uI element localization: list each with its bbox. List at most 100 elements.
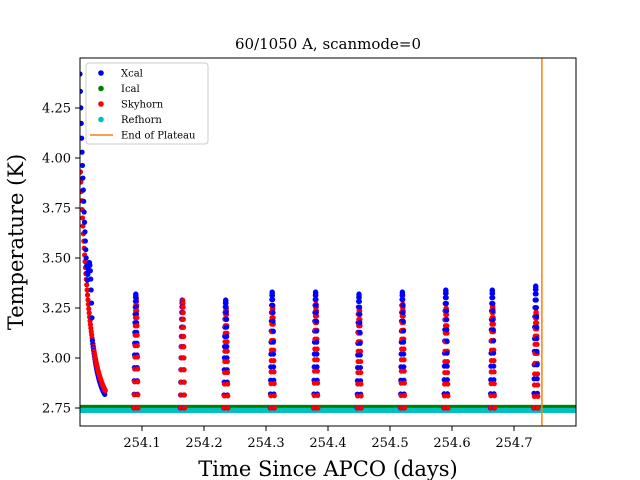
xcal-point bbox=[89, 315, 95, 321]
xcal-point bbox=[83, 247, 89, 253]
xcal-point bbox=[444, 338, 450, 344]
xcal-point bbox=[400, 328, 407, 334]
skyhorn-point bbox=[271, 405, 278, 411]
y-tick-label: 3.00 bbox=[42, 352, 71, 367]
xcal-point bbox=[401, 364, 407, 370]
skyhorn-point bbox=[224, 348, 230, 354]
xcal-point bbox=[80, 187, 86, 193]
xcal-point bbox=[224, 344, 230, 350]
xcal-point bbox=[400, 296, 406, 303]
xcal-point bbox=[80, 120, 84, 126]
skyhorn-point bbox=[271, 358, 277, 364]
xcal-point bbox=[444, 363, 450, 369]
xcal-point bbox=[270, 328, 276, 334]
xcal-point bbox=[270, 351, 277, 357]
xcal-point bbox=[490, 308, 496, 314]
xcal-point bbox=[314, 351, 320, 357]
x-tick-label: 254.6 bbox=[433, 436, 470, 451]
xcal-point bbox=[223, 316, 230, 322]
xcal-point bbox=[400, 318, 406, 324]
skyhorn-point bbox=[181, 405, 188, 411]
skyhorn-point bbox=[224, 369, 231, 376]
skyhorn-point bbox=[358, 381, 364, 387]
plot-area bbox=[80, 58, 576, 426]
skyhorn-point bbox=[134, 323, 140, 329]
skyhorn-point bbox=[180, 304, 186, 310]
skyhorn-point bbox=[180, 316, 186, 322]
xcal-point bbox=[80, 135, 85, 141]
skyhorn-point bbox=[401, 346, 407, 352]
skyhorn-point bbox=[358, 393, 364, 399]
xcal-point bbox=[314, 364, 320, 370]
xcal-point bbox=[401, 351, 407, 357]
skyhorn-point bbox=[445, 393, 451, 399]
xcal-point bbox=[270, 309, 276, 316]
skyhorn-point bbox=[180, 300, 186, 306]
xcal-point bbox=[223, 324, 230, 330]
skyhorn-point bbox=[444, 358, 451, 365]
skyhorn-point bbox=[225, 393, 231, 399]
skyhorn-point bbox=[224, 339, 230, 345]
skyhorn-point bbox=[534, 371, 541, 377]
xcal-point bbox=[82, 229, 88, 235]
xcal-point bbox=[443, 290, 449, 297]
skyhorn-point bbox=[181, 367, 187, 373]
xcal-point bbox=[357, 364, 364, 371]
legend-marker bbox=[98, 85, 104, 92]
legend: Xcal Ical Skyhorn Refhorn End of Plateau bbox=[85, 62, 209, 145]
xcal-point bbox=[490, 350, 497, 356]
xcal-point bbox=[270, 302, 276, 308]
x-tick-label: 254.5 bbox=[371, 436, 408, 451]
skyhorn-point bbox=[402, 405, 408, 411]
skyhorn-point bbox=[181, 379, 187, 385]
xcal-point bbox=[490, 317, 496, 323]
xcal-point bbox=[80, 105, 84, 111]
xcal-point bbox=[491, 363, 497, 369]
xcal-point bbox=[400, 292, 406, 298]
xcal-point bbox=[400, 309, 406, 316]
xcal-point bbox=[224, 333, 230, 339]
skyhorn-point bbox=[180, 324, 187, 330]
xcal-point bbox=[400, 302, 406, 308]
xcal-point bbox=[88, 300, 95, 306]
skyhorn-point bbox=[181, 333, 187, 340]
skyhorn-point bbox=[134, 354, 141, 360]
xcal-point bbox=[313, 296, 319, 303]
skyhorn-point bbox=[358, 369, 364, 376]
legend-marker bbox=[98, 101, 104, 107]
xcal-point bbox=[81, 209, 87, 215]
legend-label: End of Plateau bbox=[121, 131, 196, 142]
skyhorn-point bbox=[84, 282, 90, 288]
xcal-point bbox=[356, 294, 362, 300]
xcal-point bbox=[490, 300, 496, 307]
skyhorn-point bbox=[535, 382, 541, 388]
skyhorn-point bbox=[181, 344, 187, 350]
skyhorn-point bbox=[181, 355, 187, 361]
skyhorn-point bbox=[80, 215, 86, 221]
skyhorn-point bbox=[271, 369, 277, 375]
skyhorn-point bbox=[102, 387, 108, 394]
x-axis: 254.1 254.2 254.3 254.4 254.5 254.6 254.7 bbox=[123, 426, 533, 451]
skyhorn-point bbox=[225, 405, 231, 411]
skyhorn-point bbox=[535, 393, 541, 400]
xcal-point bbox=[443, 308, 450, 314]
xcal-point bbox=[80, 88, 84, 94]
skyhorn-point bbox=[80, 179, 84, 185]
skyhorn-point bbox=[224, 358, 230, 365]
xcal-point bbox=[444, 350, 450, 356]
skyhorn-point bbox=[135, 405, 141, 411]
skyhorn-point bbox=[271, 347, 277, 353]
legend-box bbox=[85, 62, 209, 145]
y-tick-label: 3.50 bbox=[42, 252, 71, 267]
xcal-point bbox=[533, 314, 540, 320]
skyhorn-point bbox=[534, 320, 540, 326]
xcal-point bbox=[85, 271, 91, 277]
skyhorn-point bbox=[134, 332, 140, 338]
xcal-point bbox=[80, 149, 85, 155]
y-tick-label: 3.75 bbox=[42, 202, 71, 217]
skyhorn-point bbox=[271, 381, 277, 387]
xcal-point bbox=[357, 352, 363, 358]
xcal-point bbox=[102, 391, 108, 397]
x-tick-label: 254.3 bbox=[247, 436, 284, 451]
